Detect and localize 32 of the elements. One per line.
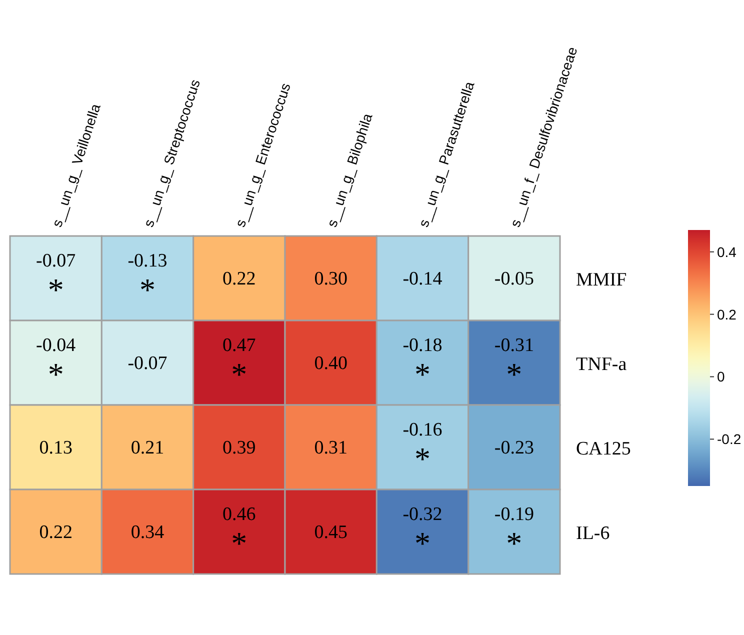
color-bar-label: 0 bbox=[717, 368, 725, 385]
y-tick-label: MMIF bbox=[576, 269, 627, 290]
data-label: -0.04 * bbox=[36, 334, 76, 392]
data-label: 0.22 bbox=[39, 522, 72, 543]
data-label: 0.34 bbox=[130, 522, 165, 543]
data-label: 0.22 bbox=[222, 268, 256, 290]
data-label: -0.05 bbox=[494, 268, 534, 290]
data-label: -0.19 * bbox=[494, 504, 534, 561]
data-label: -0.23 bbox=[494, 437, 534, 458]
color-bar-label: 0.4 bbox=[717, 244, 737, 260]
data-label: -0.07 bbox=[128, 352, 168, 374]
data-label: 0.46 * bbox=[222, 504, 256, 561]
data-label: 0.39 bbox=[222, 437, 256, 458]
color-bar-label: -0.2 bbox=[717, 431, 742, 448]
data-label: 0.45 bbox=[314, 522, 348, 543]
data-label: 0.40 bbox=[314, 352, 348, 374]
data-label: -0.16 * bbox=[402, 419, 442, 476]
color-bar-label: 0.2 bbox=[717, 306, 737, 322]
data-label: -0.32 * bbox=[402, 504, 442, 561]
data-label: -0.31 * bbox=[494, 334, 534, 392]
y-tick-label: CA125 bbox=[576, 438, 631, 460]
data-label: -0.18 * bbox=[402, 334, 442, 392]
y-tick-label: TNF-a bbox=[576, 354, 628, 375]
y-tick-label: IL-6 bbox=[576, 522, 610, 544]
data-label: -0.13 * bbox=[128, 250, 168, 308]
data-label: -0.14 bbox=[402, 268, 443, 290]
data-label: 0.21 bbox=[130, 437, 164, 458]
data-label: 0.47 * bbox=[222, 334, 256, 392]
data-label: 0.13 bbox=[39, 437, 72, 458]
data-label: 0.30 bbox=[314, 268, 348, 290]
data-label: -0.07 * bbox=[36, 250, 76, 308]
data-label: 0.31 bbox=[314, 437, 348, 458]
